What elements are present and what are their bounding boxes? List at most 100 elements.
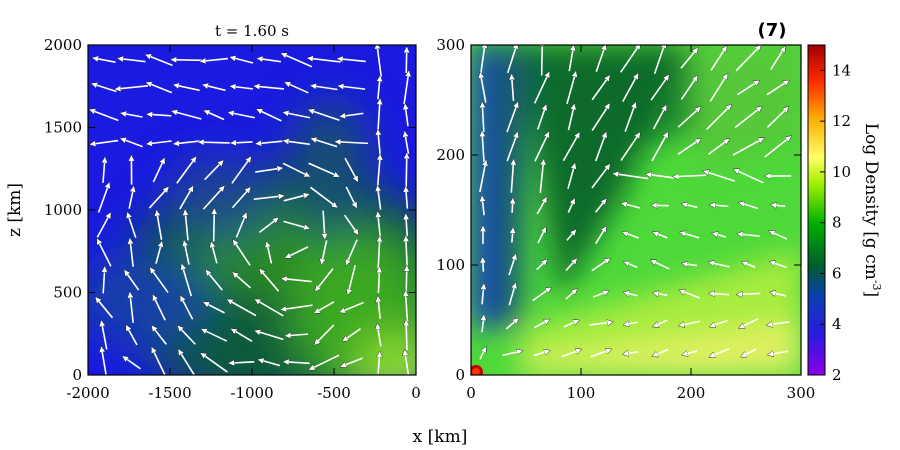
velocity-arrow: [377, 45, 383, 77]
right-axis-ticks: 0 100 200 300 0 100 200 300: [436, 36, 815, 402]
colorbar-tick-label: 14: [832, 61, 851, 79]
velocity-arrow: [173, 85, 200, 92]
velocity-arrow: [405, 104, 408, 127]
velocity-arrow: [590, 349, 612, 358]
velocity-arrow: [741, 348, 757, 358]
velocity-arrow: [651, 259, 670, 270]
velocity-arrow: [203, 301, 225, 314]
velocity-arrow: [176, 157, 197, 184]
velocity-arrow: [591, 164, 610, 189]
left-xtick-label: -500: [317, 384, 351, 402]
velocity-arrow: [406, 236, 408, 270]
velocity-arrow: [307, 58, 341, 63]
velocity-arrow: [709, 74, 729, 102]
velocity-arrow: [93, 58, 116, 63]
velocity-arrow: [405, 350, 410, 375]
velocity-arrow: [682, 204, 698, 209]
velocity-arrow: [378, 296, 380, 319]
velocity-arrow: [708, 262, 730, 268]
velocity-arrow: [281, 278, 312, 283]
velocity-arrow: [338, 86, 366, 90]
velocity-arrow: [308, 162, 340, 177]
velocity-arrow: [378, 236, 380, 269]
velocity-arrow: [314, 301, 335, 314]
velocity-arrow: [377, 324, 382, 347]
velocity-arrow: [125, 325, 138, 346]
left-ytick-label: 1000: [44, 201, 82, 219]
colorbar-gradient: [807, 44, 826, 376]
velocity-arrow: [483, 257, 484, 272]
velocity-arrow: [652, 105, 668, 130]
velocity-arrow: [770, 292, 787, 297]
velocity-arrow: [680, 232, 700, 239]
velocity-arrow: [314, 324, 335, 345]
velocity-arrow: [622, 232, 639, 239]
colorbar-tick-label: 6: [832, 264, 842, 282]
velocity-arrow: [568, 45, 574, 72]
velocity-arrow: [214, 209, 215, 242]
velocity-arrow: [203, 85, 226, 92]
velocity-arrow: [679, 320, 701, 325]
velocity-arrow: [502, 351, 523, 357]
velocity-arrow: [152, 295, 166, 321]
velocity-arrow: [533, 351, 550, 357]
velocity-arrow: [127, 212, 137, 238]
velocity-arrow: [652, 348, 669, 357]
velocity-arrow: [534, 132, 550, 162]
velocity-arrow: [231, 157, 252, 184]
velocity-arrow: [735, 45, 761, 72]
velocity-arrow: [172, 111, 202, 120]
velocity-arrow: [653, 45, 666, 75]
left-xtick-label: 0: [411, 384, 421, 402]
right-density-field: [471, 45, 801, 375]
velocity-arrow: [482, 102, 484, 132]
velocity-arrow: [482, 131, 484, 163]
velocity-arrow: [622, 73, 639, 102]
velocity-arrow: [482, 284, 484, 305]
velocity-arrow: [232, 240, 251, 266]
velocity-arrow: [257, 108, 282, 122]
velocity-arrow: [257, 58, 282, 63]
velocity-arrow: [679, 290, 700, 299]
velocity-arrow: [231, 142, 253, 143]
velocity-arrow: [309, 186, 337, 207]
velocity-arrow: [115, 85, 149, 89]
velocity-arrow: [770, 46, 786, 71]
velocity-arrow: [562, 132, 581, 162]
velocity-arrow: [712, 233, 727, 238]
velocity-arrow: [309, 354, 340, 371]
velocity-arrow: [710, 319, 729, 327]
left-xtick-label: -1000: [230, 384, 273, 402]
velocity-arrow: [766, 107, 788, 128]
velocity-arrow: [378, 129, 380, 156]
left-ytick-label: 1500: [44, 119, 82, 137]
velocity-arrow: [594, 199, 607, 213]
velocity-arrow: [147, 114, 172, 116]
velocity-arrow: [90, 139, 119, 145]
right-xtick-label: 0: [466, 384, 476, 402]
velocity-arrow: [768, 350, 789, 355]
velocity-arrow: [742, 262, 756, 268]
velocity-arrow: [567, 104, 574, 131]
velocity-arrow: [653, 319, 668, 328]
velocity-arrow: [283, 194, 310, 202]
velocity-arrow: [405, 291, 407, 325]
velocity-arrow: [651, 132, 669, 162]
velocity-arrow: [377, 185, 382, 210]
left-panel-title: t = 1.60 s: [215, 22, 289, 40]
velocity-arrow: [512, 198, 513, 213]
velocity-arrow: [281, 53, 313, 68]
velocity-arrow: [739, 202, 759, 210]
velocity-arrow: [146, 141, 172, 144]
velocity-arrow: [321, 240, 328, 264]
velocity-arrow: [708, 138, 730, 155]
velocity-arrow: [283, 112, 311, 119]
velocity-arrow: [340, 357, 363, 367]
velocity-arrow: [653, 293, 668, 296]
velocity-arrow: [732, 137, 764, 156]
velocity-arrow: [120, 138, 143, 148]
velocity-arrow: [734, 169, 764, 184]
velocity-arrow: [621, 203, 641, 209]
velocity-arrow: [155, 241, 162, 264]
velocity-arrow: [283, 220, 309, 228]
